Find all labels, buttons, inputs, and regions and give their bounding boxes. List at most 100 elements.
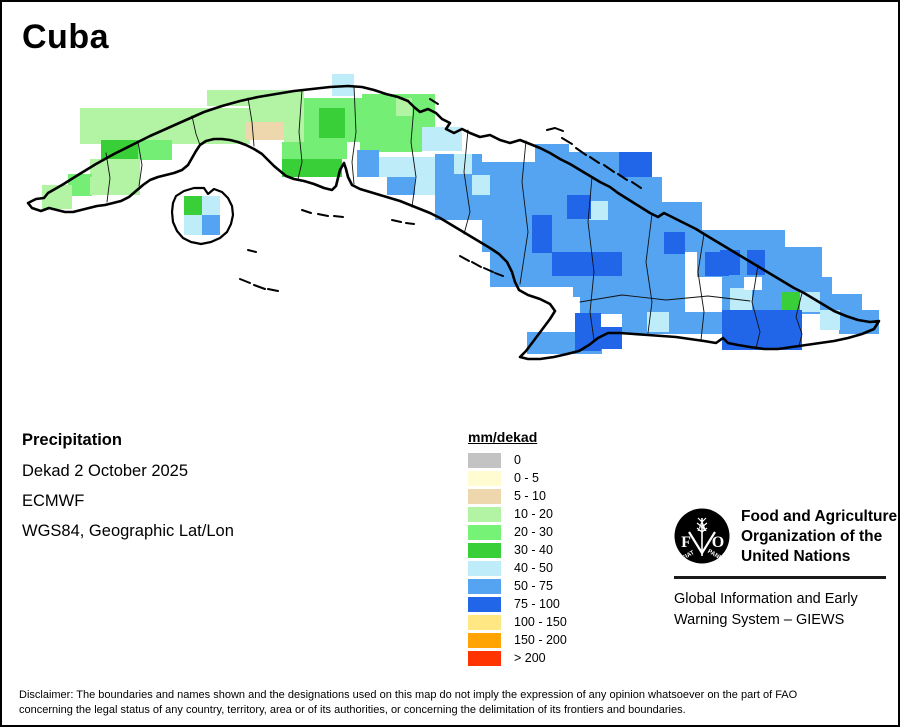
legend-row: 10 - 20 (468, 505, 567, 523)
legend-label: 50 - 75 (514, 579, 553, 593)
legend-title: mm/dekad (468, 429, 538, 445)
legend-row: 150 - 200 (468, 631, 567, 649)
legend-swatch (468, 614, 501, 630)
legend-swatch (468, 596, 501, 612)
legend-swatch (468, 470, 501, 486)
legend-row: 0 - 5 (468, 469, 567, 487)
precip-cell (202, 196, 220, 215)
cuba-coastline (26, 84, 881, 361)
precip-cell (782, 292, 800, 312)
precip-cell (820, 310, 840, 330)
legend-swatch (468, 650, 501, 666)
precip-cell (552, 252, 622, 276)
province-boundary (463, 129, 471, 235)
giews-line1: Global Information and Early (674, 591, 858, 607)
page-title: Cuba (22, 18, 109, 56)
fao-motto-fiat: FIAT (681, 550, 695, 562)
precip-cell (495, 287, 573, 325)
precip-cell (360, 132, 422, 152)
legend-swatch (468, 578, 501, 594)
province-boundary (247, 97, 255, 147)
precip-cell (472, 175, 490, 195)
precip-cell (387, 177, 415, 195)
precip-cell (319, 108, 345, 138)
dekad-date-label: Dekad 2 October 2025 (22, 462, 189, 480)
province-boundary (351, 85, 357, 185)
legend-swatch (468, 452, 501, 468)
precip-cell (490, 252, 535, 287)
precip-cell (589, 201, 608, 220)
precip-cell (744, 277, 762, 290)
legend-label: 5 - 10 (514, 489, 546, 503)
precip-cell (647, 312, 669, 332)
precip-cell (622, 312, 722, 334)
precip-cell (412, 94, 435, 137)
fao-letter-f: F (681, 534, 691, 551)
disclaimer-line2: concerning the legal status of any count… (19, 703, 686, 716)
giews-line2: Warning System – GIEWS (674, 612, 845, 628)
precip-cell (202, 215, 220, 235)
province-boundary (410, 105, 417, 208)
legend-label: 0 (514, 453, 521, 467)
legend-swatch (468, 506, 501, 522)
precip-cell (282, 142, 347, 159)
precip-cell (454, 154, 472, 174)
province-boundary (751, 264, 761, 349)
legend-swatch (468, 524, 501, 540)
legend-row: 75 - 100 (468, 595, 567, 613)
legend-row: > 200 (468, 649, 567, 667)
legend-row: 0 (468, 451, 567, 469)
fao-letter-o: O (712, 534, 724, 551)
legend-row: 20 - 30 (468, 523, 567, 541)
precip-cell (184, 196, 202, 215)
province-boundary (105, 152, 111, 203)
precip-cell (664, 232, 685, 254)
data-source-label: ECMWF (22, 492, 85, 510)
cay-islets (459, 255, 504, 277)
precip-cell (415, 177, 435, 195)
legend: mm/dekad 0 0 - 5 5 - 10 10 - 20 20 - 30 30 - … (468, 429, 567, 667)
province-boundary (137, 141, 143, 187)
precip-cell (599, 327, 622, 349)
province-boundary (579, 294, 751, 303)
precip-cell (282, 159, 342, 177)
legend-label: 30 - 40 (514, 543, 553, 557)
precip-cell (482, 162, 535, 252)
legend-row: 50 - 75 (468, 577, 567, 595)
precip-cell (357, 150, 379, 177)
province-boundary (297, 89, 303, 180)
fao-org-name: Food and Agriculture Organization of the… (741, 507, 897, 567)
province-boundary (795, 292, 803, 347)
legend-label: 40 - 50 (514, 561, 553, 575)
legend-swatch (468, 542, 501, 558)
precip-cell (619, 152, 652, 177)
fao-logo: F A O FIAT PANIS (674, 508, 730, 564)
province-boundary (587, 176, 595, 341)
wheat-leaves-icon (688, 531, 716, 556)
legend-row: 100 - 150 (468, 613, 567, 631)
precip-cell (832, 294, 862, 314)
fao-divider (674, 576, 886, 579)
disclaimer-line1: Disclaimer: The boundaries and names sho… (19, 689, 798, 701)
fao-org-line2: Organization of the (741, 528, 883, 545)
legend-label: 10 - 20 (514, 507, 553, 521)
precipitation-map (26, 74, 881, 361)
legend-swatch (468, 632, 501, 648)
legend-row: 40 - 50 (468, 559, 567, 577)
precip-cell (138, 140, 172, 160)
precip-cell (379, 157, 435, 177)
isle-of-youth-coastline (170, 186, 235, 246)
cay-islets (561, 137, 642, 189)
cay-islets (247, 249, 257, 253)
province-boundary (191, 115, 201, 146)
precip-cell (284, 106, 304, 144)
precip-cell (90, 177, 140, 195)
cay-islets (429, 98, 439, 105)
province-boundary (645, 213, 653, 334)
precip-cell (250, 106, 284, 122)
province-boundary (519, 140, 529, 285)
legend-label: 75 - 100 (514, 597, 560, 611)
cay-islets (546, 127, 564, 132)
legend-label: 20 - 30 (514, 525, 553, 539)
legend-label: > 200 (514, 651, 546, 665)
